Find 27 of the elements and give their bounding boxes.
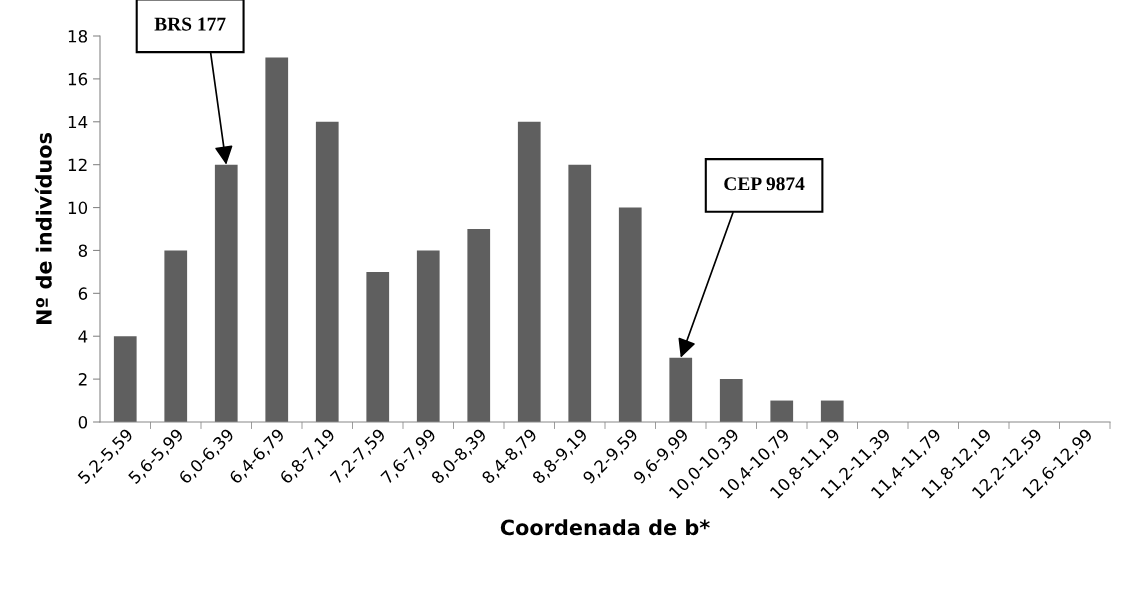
y-tick-label: 16 [68,72,88,86]
bar [164,250,188,422]
bar [113,336,137,422]
bar [770,400,794,422]
annotation: BRS 177 [154,17,226,31]
y-tick-label: 0 [78,415,88,429]
y-axis-title: Nº de indivíduos [34,133,52,325]
bar [820,400,844,422]
bar [467,229,491,422]
bar [568,164,592,422]
bar [265,57,289,422]
y-tick-label: 12 [68,158,87,171]
y-tick-label: 18 [68,29,88,43]
y-tick-label: 14 [68,115,88,129]
y-tick-label: 4 [78,330,88,343]
bar [618,207,642,422]
y-tick-label: 10 [68,201,88,215]
x-axis-title: Coordenada de b* [500,519,710,536]
y-tick-label: 8 [78,244,88,258]
bar [315,121,339,422]
bar [416,250,440,422]
annotation: CEP 9874 [724,177,805,191]
y-tick-label: 6 [78,287,88,300]
bar [366,271,390,422]
bar [517,121,541,422]
y-tick-label: 2 [78,373,87,386]
bar [719,379,743,422]
